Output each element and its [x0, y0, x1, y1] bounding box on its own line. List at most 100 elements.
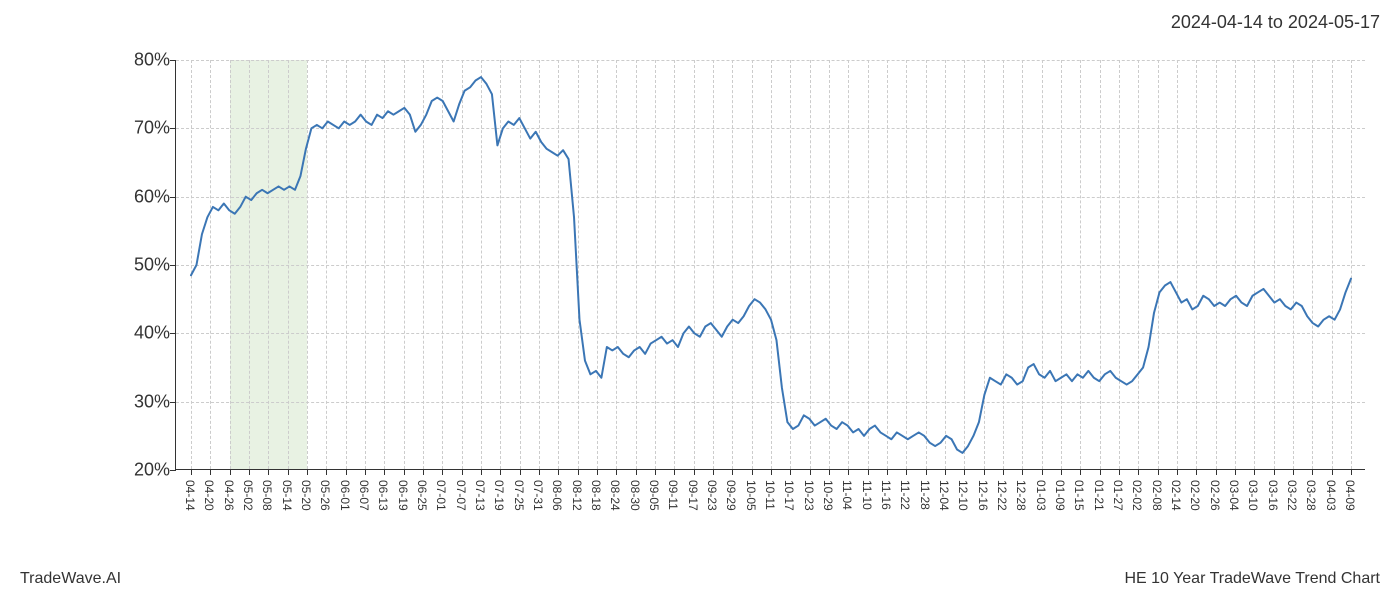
x-tick-label: 12-16 [976, 480, 990, 511]
x-tick-label: 08-18 [589, 480, 603, 511]
x-tick-mark [210, 469, 211, 475]
x-tick-label: 07-13 [473, 480, 487, 511]
plot-area [175, 60, 1365, 470]
x-tick-mark [1274, 469, 1275, 475]
x-tick-mark [365, 469, 366, 475]
x-tick-label: 05-02 [241, 480, 255, 511]
x-tick-mark [288, 469, 289, 475]
x-tick-mark [1351, 469, 1352, 475]
x-tick-label: 02-20 [1188, 480, 1202, 511]
x-tick-label: 09-29 [724, 480, 738, 511]
x-tick-mark [346, 469, 347, 475]
y-tick-label: 20% [120, 460, 170, 481]
x-tick-mark [694, 469, 695, 475]
x-tick-mark [558, 469, 559, 475]
x-tick-label: 04-03 [1324, 480, 1338, 511]
x-tick-mark [887, 469, 888, 475]
x-tick-label: 09-11 [666, 480, 680, 510]
x-tick-mark [1003, 469, 1004, 475]
x-tick-label: 06-01 [338, 480, 352, 511]
x-tick-label: 03-16 [1266, 480, 1280, 511]
x-tick-label: 10-23 [802, 480, 816, 511]
x-tick-mark [462, 469, 463, 475]
x-tick-mark [906, 469, 907, 475]
x-tick-mark [1119, 469, 1120, 475]
x-tick-label: 01-21 [1092, 480, 1106, 511]
x-tick-label: 02-02 [1130, 480, 1144, 511]
x-tick-label: 12-22 [995, 480, 1009, 511]
x-tick-label: 12-04 [937, 480, 951, 511]
x-tick-label: 07-31 [531, 480, 545, 511]
x-tick-mark [1080, 469, 1081, 475]
x-tick-label: 08-30 [628, 480, 642, 511]
x-tick-label: 02-26 [1208, 480, 1222, 511]
y-tick-label: 80% [120, 50, 170, 71]
y-tick-mark [170, 333, 176, 334]
x-tick-label: 05-20 [299, 480, 313, 511]
x-tick-mark [984, 469, 985, 475]
x-tick-label: 04-14 [183, 480, 197, 511]
x-tick-mark [1177, 469, 1178, 475]
x-tick-label: 12-10 [956, 480, 970, 511]
x-tick-label: 05-08 [260, 480, 274, 511]
x-tick-label: 10-17 [782, 480, 796, 511]
x-tick-mark [597, 469, 598, 475]
x-tick-mark [752, 469, 753, 475]
chart-title: HE 10 Year TradeWave Trend Chart [1124, 570, 1380, 588]
x-tick-mark [655, 469, 656, 475]
y-tick-mark [170, 470, 176, 471]
x-tick-label: 09-05 [647, 480, 661, 511]
y-tick-label: 50% [120, 255, 170, 276]
x-tick-mark [848, 469, 849, 475]
x-tick-mark [384, 469, 385, 475]
x-tick-mark [1042, 469, 1043, 475]
x-tick-label: 02-14 [1169, 480, 1183, 511]
x-tick-mark [1332, 469, 1333, 475]
brand-label: TradeWave.AI [20, 570, 121, 588]
x-tick-label: 10-29 [821, 480, 835, 511]
x-tick-mark [1254, 469, 1255, 475]
x-tick-label: 08-24 [608, 480, 622, 511]
x-tick-mark [713, 469, 714, 475]
x-tick-label: 11-22 [898, 480, 912, 510]
x-tick-label: 03-10 [1246, 480, 1260, 511]
x-tick-label: 03-04 [1227, 480, 1241, 511]
x-tick-label: 07-01 [434, 480, 448, 511]
y-tick-label: 60% [120, 186, 170, 207]
x-tick-mark [1216, 469, 1217, 475]
x-tick-label: 03-22 [1285, 480, 1299, 511]
y-tick-mark [170, 197, 176, 198]
x-tick-label: 11-04 [840, 480, 854, 510]
x-tick-label: 04-20 [202, 480, 216, 511]
x-tick-label: 11-28 [918, 480, 932, 510]
x-tick-mark [249, 469, 250, 475]
x-tick-label: 06-25 [415, 480, 429, 511]
x-tick-mark [423, 469, 424, 475]
x-tick-mark [926, 469, 927, 475]
x-tick-mark [945, 469, 946, 475]
x-tick-label: 06-07 [357, 480, 371, 511]
date-range-label: 2024-04-14 to 2024-05-17 [1171, 12, 1380, 33]
x-tick-mark [481, 469, 482, 475]
x-tick-mark [539, 469, 540, 475]
x-tick-mark [636, 469, 637, 475]
x-tick-mark [1100, 469, 1101, 475]
y-tick-mark [170, 60, 176, 61]
x-tick-label: 07-19 [492, 480, 506, 511]
x-tick-mark [1061, 469, 1062, 475]
x-tick-mark [191, 469, 192, 475]
x-tick-label: 08-12 [570, 480, 584, 511]
x-tick-mark [810, 469, 811, 475]
x-tick-label: 04-09 [1343, 480, 1357, 511]
y-tick-label: 70% [120, 118, 170, 139]
x-tick-mark [829, 469, 830, 475]
x-tick-label: 12-28 [1014, 480, 1028, 511]
x-tick-label: 03-28 [1304, 480, 1318, 511]
x-tick-label: 09-23 [705, 480, 719, 511]
y-tick-label: 40% [120, 323, 170, 344]
x-tick-label: 02-08 [1150, 480, 1164, 511]
x-tick-label: 06-13 [376, 480, 390, 511]
x-tick-label: 05-26 [318, 480, 332, 511]
x-tick-label: 01-03 [1034, 480, 1048, 511]
x-tick-mark [578, 469, 579, 475]
